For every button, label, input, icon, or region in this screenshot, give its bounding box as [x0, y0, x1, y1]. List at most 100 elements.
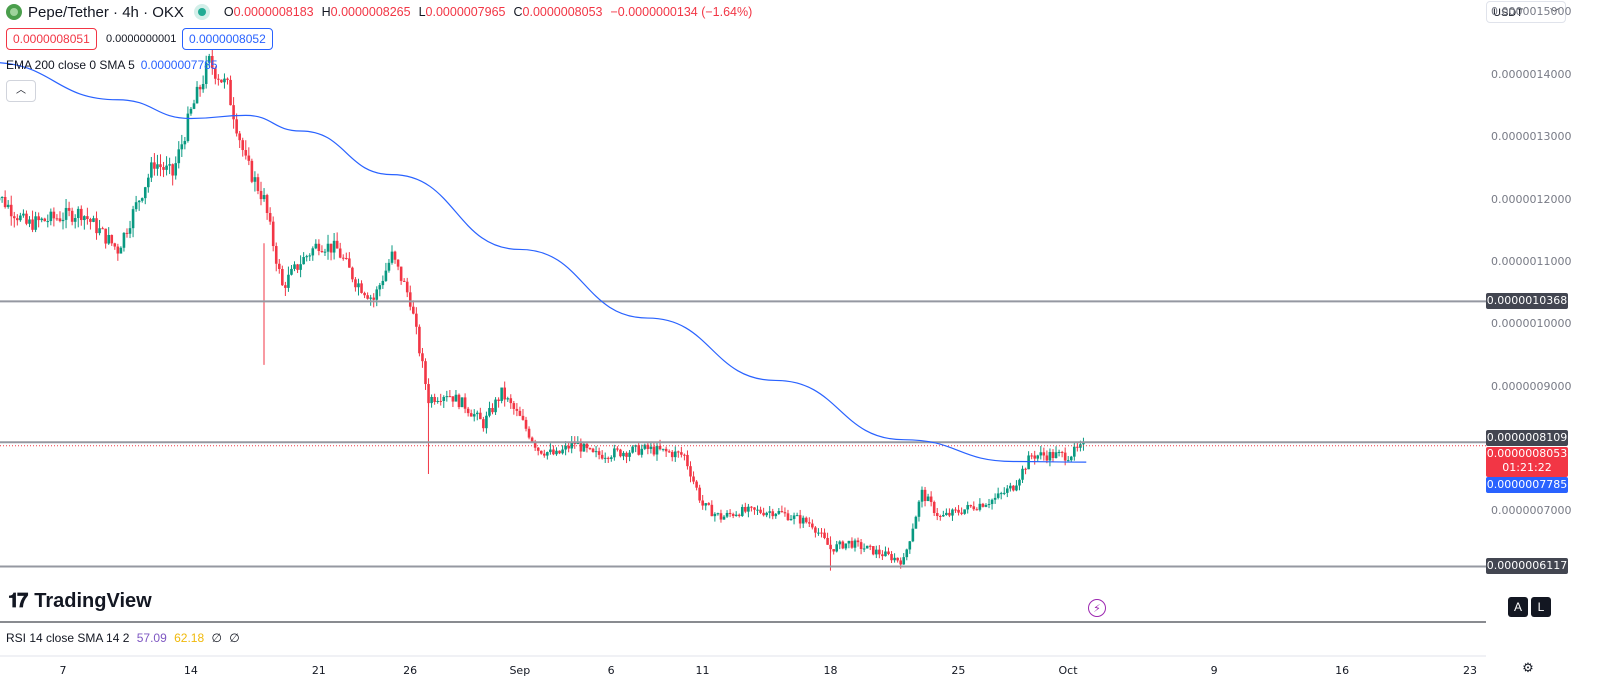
candle-body [271, 221, 275, 247]
candle-body [174, 163, 178, 176]
candle-body [381, 280, 385, 286]
candle-body [643, 444, 647, 449]
auto-scale-button[interactable]: A [1508, 597, 1528, 617]
candle-body [844, 543, 848, 549]
candle-body [765, 512, 768, 516]
sell-button[interactable]: 0.0000008051 [6, 28, 97, 50]
candle-body [658, 445, 662, 450]
candle-body [259, 190, 263, 200]
gear-icon[interactable]: ⚙ [1522, 660, 1534, 675]
candle-body [256, 177, 260, 191]
candle-body [500, 387, 503, 401]
candle-body [838, 541, 842, 545]
candle-body [439, 400, 443, 402]
candle-body [320, 250, 324, 252]
candle-body [131, 209, 135, 229]
candle-body [171, 164, 174, 176]
candle-body [1045, 455, 1049, 461]
candle-body [107, 234, 111, 244]
candle-body [387, 262, 391, 271]
candle-body [1030, 455, 1033, 457]
time-tick-label: 18 [823, 664, 838, 677]
candle-body [183, 140, 187, 145]
candle-body [110, 234, 114, 244]
candle-body [597, 451, 601, 455]
candle-body [759, 509, 762, 513]
candle-body [1039, 452, 1043, 456]
candle-body [1066, 460, 1070, 462]
candle-body [436, 400, 439, 402]
current-price-label: 0.0000008053 01:21:22 [1486, 447, 1568, 478]
candle-body [887, 551, 890, 555]
candle-body [308, 255, 312, 257]
candle-body [789, 518, 793, 521]
candle-body [344, 258, 348, 260]
candle-body [311, 248, 315, 256]
candle-body [329, 243, 333, 253]
candle-body [363, 292, 366, 296]
candle-body [43, 218, 47, 222]
candle-body [454, 394, 458, 402]
candle-body [655, 445, 659, 455]
candle-body [1033, 455, 1037, 459]
candle-body [616, 448, 619, 450]
chevron-up-icon: ︿ [16, 85, 26, 96]
candle-body [229, 79, 232, 106]
lightning-icon[interactable]: ⚡ [1088, 599, 1106, 617]
symbol-legend[interactable]: Pepe/Tether · 4h · OKX O0.0000008183 H0.… [6, 2, 752, 22]
candle-body [1002, 492, 1006, 494]
candle-body [631, 446, 634, 453]
price-tick-label: 0.0000013000 [1491, 130, 1572, 144]
ohlc-open: O0.0000008183 [223, 5, 314, 19]
candle-body [70, 210, 74, 222]
candle-body [1073, 446, 1076, 457]
candle-body [226, 78, 229, 80]
pepe-coin-icon [6, 4, 22, 20]
candle-body [768, 511, 772, 513]
time-tick-label: 25 [951, 664, 966, 677]
candle-body [125, 232, 129, 234]
time-tick-label: 21 [311, 664, 326, 677]
candle-body [862, 548, 866, 550]
candle-body [661, 448, 665, 450]
price-tick-label: 0.0000012000 [1491, 192, 1572, 206]
price-tick-label: 0.0000015000 [1491, 5, 1572, 19]
candle-body [238, 133, 241, 141]
candle-body [981, 503, 985, 507]
candle-body [448, 396, 452, 398]
candle-body [677, 451, 680, 453]
candle-body [613, 448, 616, 458]
collapse-legend-button[interactable]: ︿ [6, 80, 36, 102]
rsi-legend[interactable]: RSI 14 close SMA 14 2 57.09 62.18 ∅ ∅ [6, 631, 240, 645]
ema-legend-label: EMA 200 close 0 SMA 5 [6, 58, 135, 72]
candle-body [247, 155, 251, 161]
candle-body [25, 213, 28, 224]
candle-body [201, 83, 205, 90]
candles-group [0, 45, 1085, 571]
candle-body [1012, 485, 1015, 491]
candle-body [189, 108, 193, 114]
candle-body [1036, 455, 1040, 459]
candle-body [268, 213, 272, 222]
tradingview-logo-icon: 𝟏𝟕 [8, 590, 28, 612]
candle-body [747, 506, 750, 512]
currency-select[interactable]: USDT ﹀ [1486, 1, 1566, 23]
candle-body [165, 165, 168, 170]
log-scale-button[interactable]: L [1531, 597, 1551, 617]
rsi-value: 57.09 [136, 631, 167, 645]
symbol-title[interactable]: Pepe/Tether · 4h · OKX [28, 3, 184, 21]
buy-button[interactable]: 0.0000008052 [182, 28, 273, 50]
candle-body [6, 204, 10, 208]
ema-legend[interactable]: EMA 200 close 0 SMA 5 0.0000007785 [6, 58, 218, 72]
candle-body [652, 446, 656, 455]
spread-value: 0.0000000001 [106, 33, 177, 45]
candle-body [284, 285, 287, 288]
price-tick-label: 0.0000011000 [1491, 254, 1572, 268]
candle-body [147, 177, 150, 188]
tradingview-logo[interactable]: 𝟏𝟕 TradingView [8, 590, 152, 613]
candle-body [393, 251, 397, 260]
candle-body [737, 514, 741, 516]
ema-200-line[interactable] [0, 62, 1087, 463]
candle-body [396, 259, 400, 267]
